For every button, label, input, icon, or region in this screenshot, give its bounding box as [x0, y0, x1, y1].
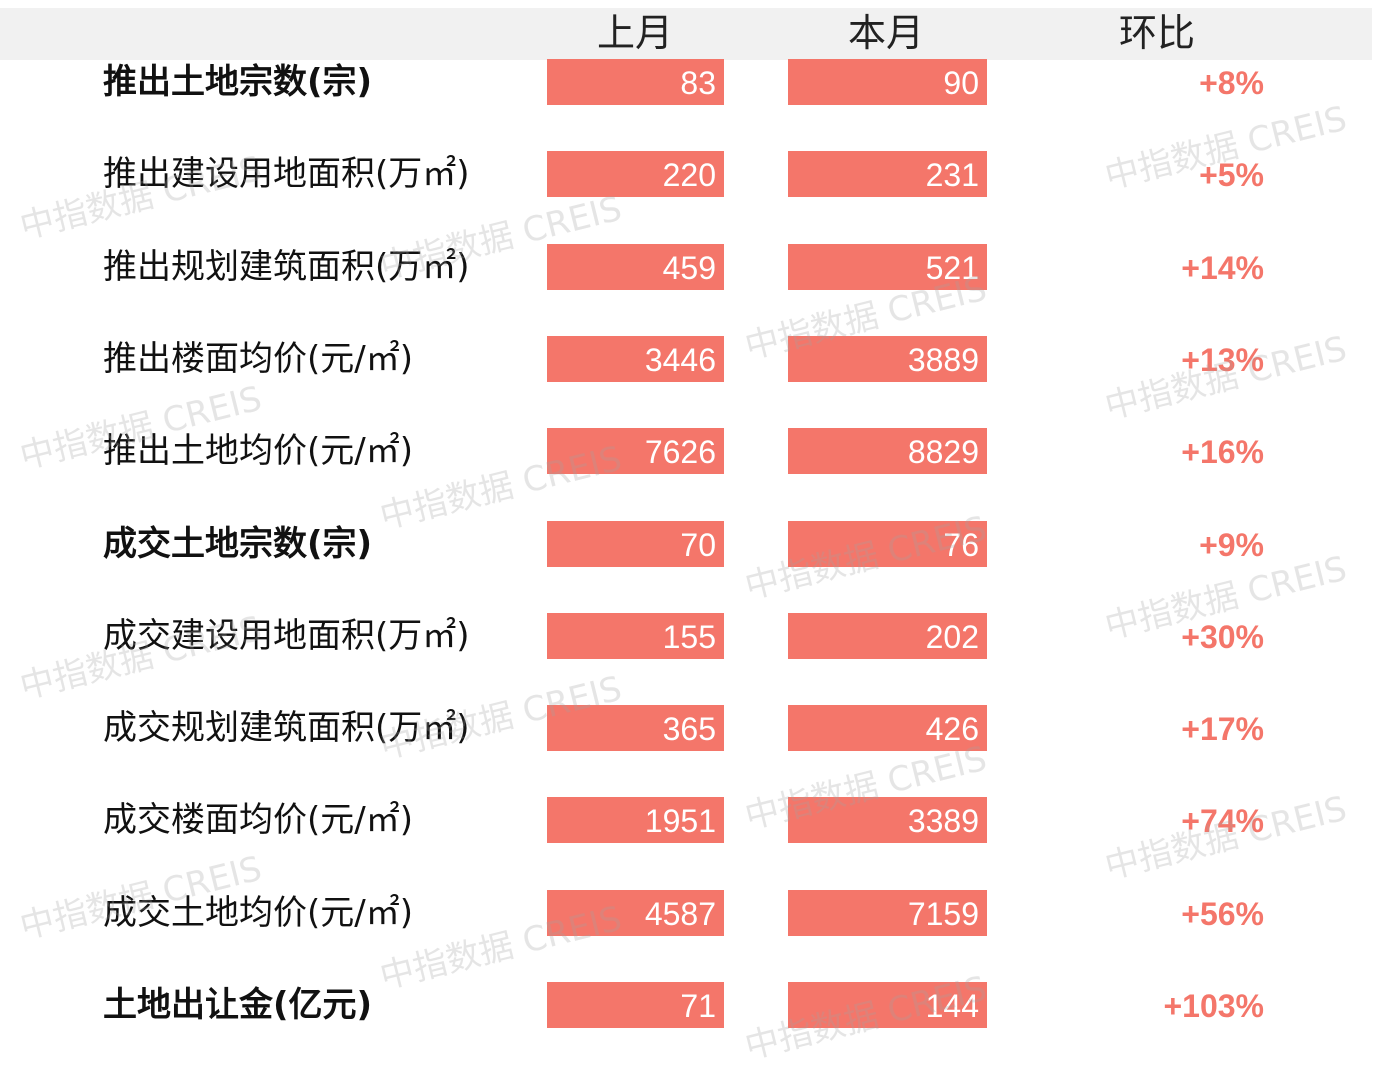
- column-header-change: 环比: [1118, 11, 1196, 55]
- change-value: +103%: [1163, 988, 1264, 1024]
- bar-prev-month: 71: [547, 982, 724, 1028]
- value-curr-month: 521: [925, 249, 979, 286]
- header-band: [0, 8, 1372, 60]
- change-value: +17%: [1181, 711, 1264, 748]
- row-label: 推出土地均价(元/㎡): [103, 431, 413, 472]
- value-prev-month: 83: [680, 65, 716, 101]
- value-prev-month: 70: [680, 526, 716, 563]
- row-label: 推出土地宗数(宗): [103, 62, 373, 102]
- bar-curr-month: 3889: [788, 335, 987, 382]
- change-value: +13%: [1181, 341, 1264, 378]
- change-value: +9%: [1199, 526, 1264, 563]
- row-label: 土地出让金(亿元): [103, 985, 373, 1025]
- column-header-prev: 上月: [596, 11, 674, 55]
- value-curr-month: 7159: [907, 895, 979, 932]
- change-value: +14%: [1181, 249, 1264, 286]
- bar-prev-month: 1951: [547, 797, 724, 844]
- bar-prev-month: 4587: [547, 889, 724, 936]
- row-label: 推出楼面均价(元/㎡): [103, 338, 413, 379]
- bar-curr-month: 8829: [788, 428, 987, 475]
- value-prev-month: 71: [680, 988, 716, 1024]
- bar-curr-month: 426: [788, 705, 987, 752]
- bar-prev-month: 155: [547, 612, 724, 659]
- row-label: 成交规划建筑面积(万㎡): [103, 708, 470, 749]
- bar-curr-month: 144: [788, 982, 987, 1028]
- change-value: +5%: [1199, 157, 1264, 194]
- value-curr-month: 8829: [907, 434, 979, 471]
- value-curr-month: 231: [925, 157, 979, 194]
- row-label: 成交楼面均价(元/㎡): [103, 800, 413, 841]
- bar-curr-month: 521: [788, 243, 987, 290]
- bar-curr-month: 231: [788, 151, 987, 198]
- bar-prev-month: 459: [547, 243, 724, 290]
- bar-prev-month: 7626: [547, 428, 724, 475]
- change-value: +56%: [1181, 895, 1264, 932]
- bar-prev-month: 70: [547, 520, 724, 567]
- value-prev-month: 459: [662, 249, 716, 286]
- bar-prev-month: 3446: [547, 335, 724, 382]
- value-curr-month: 76: [943, 526, 979, 563]
- row-label: 成交建设用地面积(万㎡): [103, 615, 470, 656]
- bar-prev-month: 365: [547, 705, 724, 752]
- change-value: +8%: [1199, 65, 1264, 101]
- row-label: 推出规划建筑面积(万㎡): [103, 246, 470, 287]
- value-curr-month: 3889: [907, 341, 979, 378]
- value-curr-month: 426: [925, 711, 979, 748]
- column-header-curr: 本月: [847, 11, 925, 55]
- bar-curr-month: 7159: [788, 889, 987, 936]
- change-value: +74%: [1181, 803, 1264, 840]
- row-label: 推出建设用地面积(万㎡): [103, 154, 470, 195]
- bar-curr-month: 76: [788, 520, 987, 567]
- value-prev-month: 7626: [644, 434, 716, 471]
- value-prev-month: 1951: [644, 803, 716, 840]
- value-curr-month: 90: [943, 65, 979, 101]
- value-curr-month: 3389: [907, 803, 979, 840]
- value-prev-month: 155: [662, 618, 716, 655]
- value-prev-month: 3446: [644, 341, 716, 378]
- value-prev-month: 365: [662, 711, 716, 748]
- bar-prev-month: 220: [547, 151, 724, 198]
- value-curr-month: 202: [925, 618, 979, 655]
- value-curr-month: 144: [925, 988, 979, 1024]
- value-prev-month: 4587: [644, 895, 716, 932]
- row-label: 成交土地均价(元/㎡): [103, 892, 413, 933]
- bar-curr-month: 202: [788, 612, 987, 659]
- value-prev-month: 220: [662, 157, 716, 194]
- bar-curr-month: 90: [788, 59, 987, 105]
- change-value: +30%: [1181, 618, 1264, 655]
- change-value: +16%: [1181, 434, 1264, 471]
- bar-prev-month: 83: [547, 59, 724, 105]
- row-label: 成交土地宗数(宗): [103, 523, 373, 564]
- bar-curr-month: 3389: [788, 797, 987, 844]
